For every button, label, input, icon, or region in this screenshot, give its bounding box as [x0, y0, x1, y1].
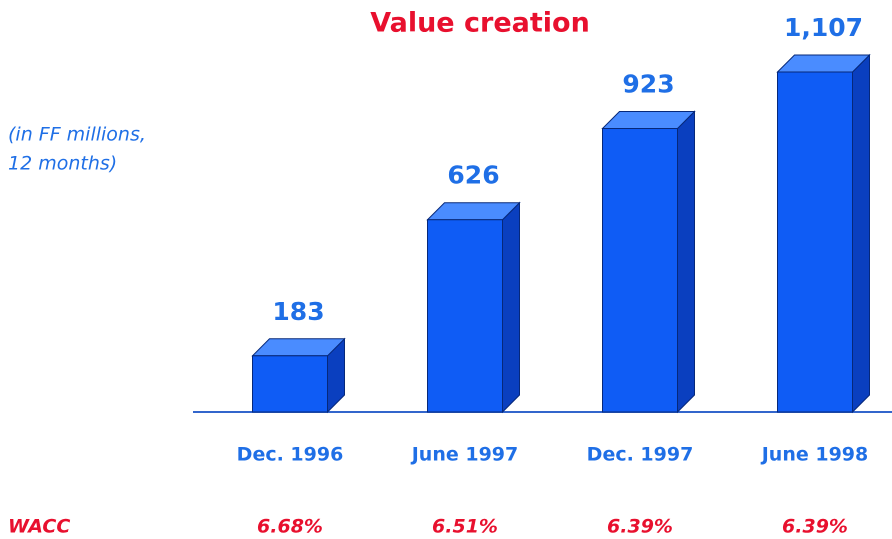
x-tick-label: Dec. 1997 — [587, 444, 694, 466]
wacc-value: 6.39% — [782, 516, 848, 538]
bar-side — [852, 53, 870, 414]
subtitle: (in FF millions, — [8, 124, 146, 146]
chart-title: Value creation — [370, 8, 590, 39]
bar — [427, 219, 503, 413]
x-tick-label: June 1998 — [760, 444, 869, 466]
bar-top — [251, 338, 346, 357]
value-label: 183 — [272, 297, 324, 326]
bar — [777, 71, 853, 413]
bar-top — [601, 111, 696, 130]
bar-top — [776, 54, 871, 73]
subtitle: 12 months) — [8, 153, 117, 175]
value-label: 923 — [622, 70, 674, 99]
wacc-value: 6.51% — [432, 516, 498, 538]
x-tick-label: June 1997 — [410, 444, 519, 466]
wacc-value: 6.68% — [257, 516, 323, 538]
wacc-label: WACC — [8, 516, 70, 538]
bar-side — [502, 201, 520, 414]
bar — [252, 355, 328, 413]
bar-top — [426, 202, 521, 221]
x-tick-label: Dec. 1996 — [237, 444, 344, 466]
value-label: 626 — [447, 161, 499, 190]
bar-side — [677, 110, 695, 414]
wacc-value: 6.39% — [607, 516, 673, 538]
value-label: 1,107 — [784, 13, 863, 42]
bar — [602, 128, 678, 413]
